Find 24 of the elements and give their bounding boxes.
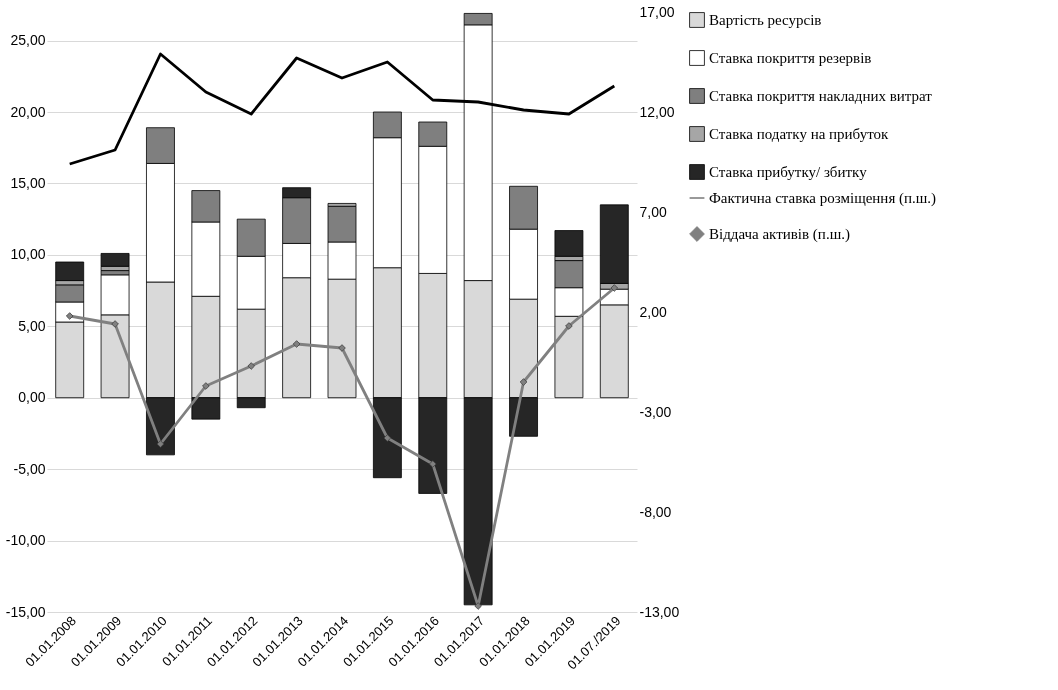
bar	[554, 230, 584, 257]
y-tick-label: 10,00	[10, 246, 46, 263]
y-tick-label: 15,00	[10, 174, 46, 191]
y2-tick-label: 7,00	[639, 203, 667, 220]
y-tick-label: -10,00	[5, 532, 46, 549]
legend-label: Віддача активів (п.ш.)	[709, 226, 850, 243]
legend-label: Вартість ресурсів	[709, 12, 822, 28]
y2-tick-label: -3,00	[639, 403, 672, 420]
y2-tick-label: 2,00	[639, 303, 667, 320]
y2-tick-label: -13,00	[639, 603, 680, 620]
y-tick-label: 0,00	[18, 389, 46, 406]
y-tick-label: -5,00	[13, 460, 46, 477]
y2-tick-label: 17,00	[639, 3, 675, 20]
legend-label: Ставка покриття резервів	[709, 50, 872, 66]
legend-label: Фактична ставка розміщення (п.ш.)	[709, 190, 937, 207]
bar	[100, 253, 130, 267]
legend-label: Ставка прибутку/ збитку	[709, 164, 868, 180]
y-tick-label: 25,00	[10, 32, 46, 49]
y-tick-label: 5,00	[18, 317, 46, 334]
y2-tick-label: 12,00	[639, 103, 675, 120]
y-tick-label: 20,00	[10, 103, 46, 120]
legend-label: Ставка податку на прибуток	[709, 126, 890, 142]
legend-label: Ставка покриття накладних витрат	[709, 88, 933, 104]
y2-tick-label: -8,00	[639, 503, 672, 520]
